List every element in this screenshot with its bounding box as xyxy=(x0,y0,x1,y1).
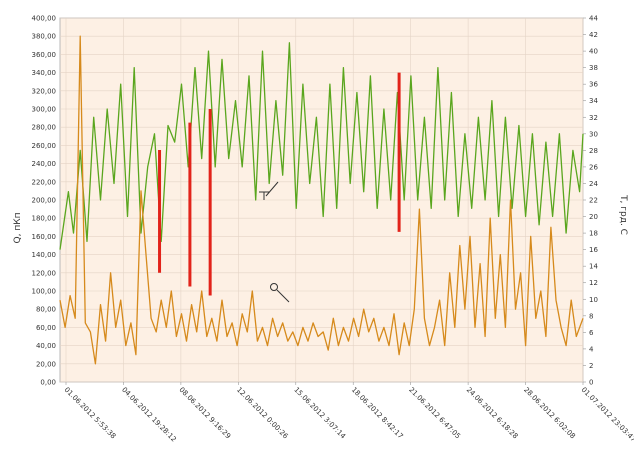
y-left-tick-label: 0,00 xyxy=(40,379,56,387)
y-right-tick-label: 10 xyxy=(589,296,598,304)
series-line-flow xyxy=(59,35,584,365)
y-right-tick-label: 16 xyxy=(589,246,598,254)
x-tick-label: 15.06.2012 3:07:14 xyxy=(292,386,347,441)
x-tick-label: 18.06.2012 8:42:17 xyxy=(350,386,405,441)
y-right-tick-label: 18 xyxy=(589,230,598,238)
y-right-tick-label: 8 xyxy=(589,312,593,320)
y-left-tick-label: 340,00 xyxy=(32,69,57,77)
y-right-tick-label: 36 xyxy=(589,81,598,89)
y-right-tick-label: 4 xyxy=(589,345,594,353)
y-right-tick-label: 0 xyxy=(589,379,593,387)
x-tick-label: 04.06.2012 19:28:12 xyxy=(120,386,178,444)
y-right-tick-label: 40 xyxy=(589,48,598,56)
x-tick-label: 01.07.2012 23:03:47 xyxy=(580,386,634,444)
y-left-tick-label: 180,00 xyxy=(32,215,57,223)
y-right-tick-label: 28 xyxy=(589,147,598,155)
y-left-tick-label: 200,00 xyxy=(32,197,57,205)
x-tick-label: 12.06.2012 0:00:26 xyxy=(235,386,290,441)
y-right-tick-label: 32 xyxy=(589,114,598,122)
y-left-tick-label: 160,00 xyxy=(32,233,57,241)
y-left-tick-label: 120,00 xyxy=(32,269,57,277)
y-right-tick-label: 14 xyxy=(589,263,598,271)
y-right-tick-label: 42 xyxy=(589,31,598,39)
y-left-tick-label: 280,00 xyxy=(32,124,57,132)
y-left-tick-label: 20,00 xyxy=(36,360,56,368)
y-left-tick-label: 260,00 xyxy=(32,142,57,150)
x-tick-label: 24.06.2012 6:18:28 xyxy=(465,386,520,441)
y-right-tick-label: 20 xyxy=(589,213,598,221)
y-left-tick-label: 400,00 xyxy=(32,15,57,23)
x-tick-label: 28.06.2012 6:02:08 xyxy=(522,386,577,441)
y-right-tick-label: 26 xyxy=(589,163,598,171)
y-axis-right-title: T, грд. C xyxy=(618,194,628,235)
y-right-tick-label: 6 xyxy=(589,329,594,337)
y-left-tick-label: 300,00 xyxy=(32,106,57,114)
x-tick-label: 08.06.2012 9:16:29 xyxy=(177,386,232,441)
y-left-tick-label: 80,00 xyxy=(36,306,56,314)
y-left-tick-label: 40,00 xyxy=(36,342,56,350)
y-left-tick-label: 240,00 xyxy=(32,160,57,168)
y-left-tick-label: 100,00 xyxy=(32,288,57,296)
y-left-tick-label: 60,00 xyxy=(36,324,56,332)
y-left-tick-label: 220,00 xyxy=(32,178,57,186)
y-left-tick-label: 140,00 xyxy=(32,251,57,259)
y-left-tick-label: 320,00 xyxy=(32,87,57,95)
y-left-tick-label: 380,00 xyxy=(32,33,57,41)
x-tick-label: 21.06.2012 6:47:05 xyxy=(407,386,462,441)
y-right-tick-label: 38 xyxy=(589,64,598,72)
y-right-tick-label: 34 xyxy=(589,97,598,105)
y-right-tick-label: 24 xyxy=(589,180,598,188)
y-right-tick-label: 22 xyxy=(589,197,598,205)
flow-marker xyxy=(270,283,278,291)
y-right-tick-label: 2 xyxy=(589,362,593,370)
x-tick-label: 01.06.2012 5:53:38 xyxy=(63,386,118,441)
y-left-tick-label: 360,00 xyxy=(32,51,57,59)
temperature-marker-pointer xyxy=(265,181,279,197)
y-right-tick-label: 30 xyxy=(589,130,598,138)
y-axis-left-title: Q, пКп xyxy=(13,212,23,243)
y-right-tick-label: 44 xyxy=(589,15,598,23)
y-right-tick-label: 12 xyxy=(589,279,598,287)
flow-marker-pointer xyxy=(276,289,290,303)
